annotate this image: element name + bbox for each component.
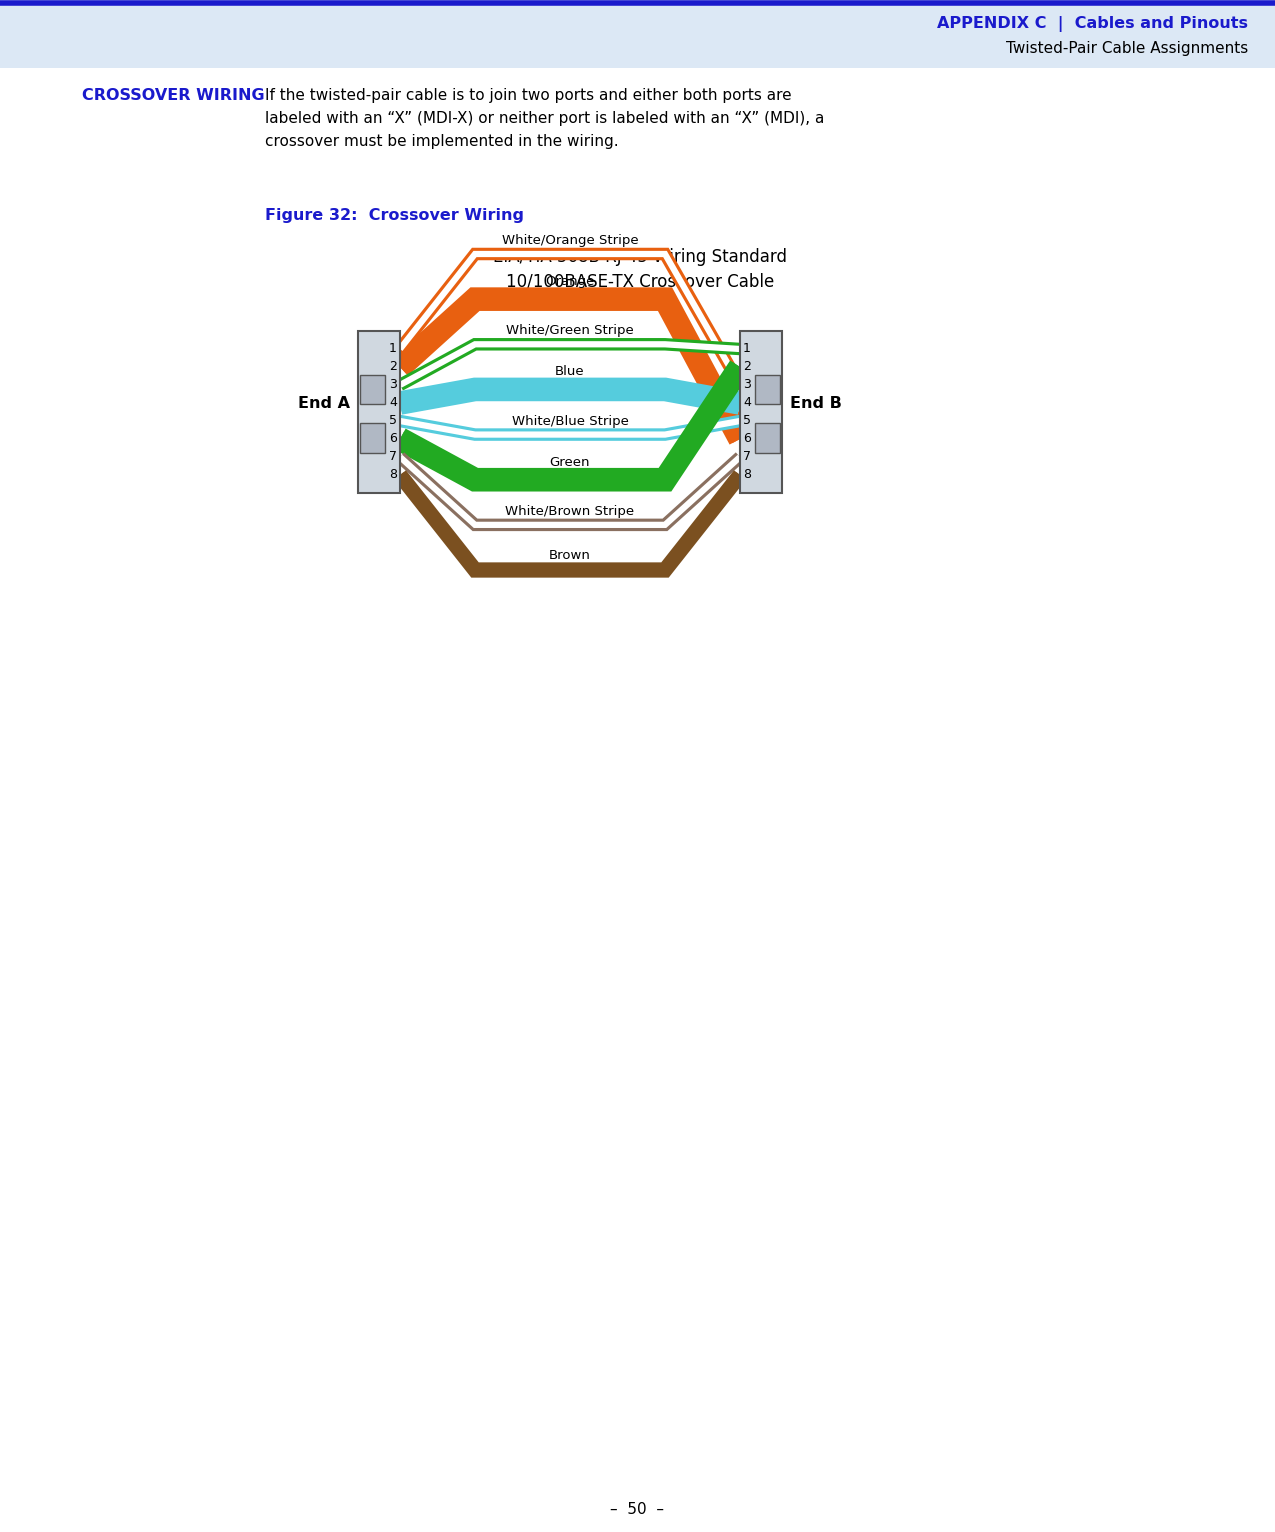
Text: Orange: Orange — [546, 276, 594, 288]
Bar — [358, 331, 400, 493]
Text: 5: 5 — [743, 415, 751, 427]
Text: 1: 1 — [743, 343, 751, 355]
Text: –  50  –: – 50 – — [609, 1503, 664, 1518]
Text: 2: 2 — [743, 360, 751, 374]
Text: 4: 4 — [743, 397, 751, 409]
Text: White/Brown Stripe: White/Brown Stripe — [505, 506, 635, 518]
Text: 7: 7 — [389, 450, 397, 464]
Text: 7: 7 — [743, 450, 751, 464]
Text: Brown: Brown — [550, 548, 590, 562]
Text: 3: 3 — [389, 378, 397, 392]
Text: 6: 6 — [743, 432, 751, 446]
Text: If the twisted-pair cable is to join two ports and either both ports are
labeled: If the twisted-pair cable is to join two… — [265, 87, 825, 149]
Bar — [755, 423, 780, 452]
Bar — [360, 375, 385, 404]
Text: White/Green Stripe: White/Green Stripe — [506, 325, 634, 337]
Text: CROSSOVER WIRING: CROSSOVER WIRING — [82, 87, 265, 103]
Text: Blue: Blue — [555, 366, 585, 378]
Text: White/Orange Stripe: White/Orange Stripe — [501, 234, 639, 247]
Text: 4: 4 — [389, 397, 397, 409]
Text: End A: End A — [298, 397, 351, 412]
Bar — [755, 375, 780, 404]
Bar — [360, 423, 385, 452]
Text: Twisted-Pair Cable Assignments: Twisted-Pair Cable Assignments — [1006, 40, 1248, 55]
Text: EIA/TIA 568B RJ-45 Wiring Standard: EIA/TIA 568B RJ-45 Wiring Standard — [493, 248, 787, 267]
Text: 8: 8 — [743, 469, 751, 481]
Bar — [740, 331, 782, 493]
Text: Green: Green — [550, 455, 590, 469]
Text: 3: 3 — [743, 378, 751, 392]
Text: 10/100BASE-TX Crossover Cable: 10/100BASE-TX Crossover Cable — [506, 273, 774, 290]
Text: 8: 8 — [389, 469, 397, 481]
Text: Figure 32:  Crossover Wiring: Figure 32: Crossover Wiring — [265, 208, 524, 224]
Text: End B: End B — [790, 397, 842, 412]
Text: 2: 2 — [389, 360, 397, 374]
Text: 6: 6 — [389, 432, 397, 446]
Bar — [0, 0, 1275, 67]
Text: APPENDIX C  |  Cables and Pinouts: APPENDIX C | Cables and Pinouts — [937, 15, 1248, 32]
Text: White/Blue Stripe: White/Blue Stripe — [511, 415, 629, 427]
Text: 1: 1 — [389, 343, 397, 355]
Text: 5: 5 — [389, 415, 397, 427]
